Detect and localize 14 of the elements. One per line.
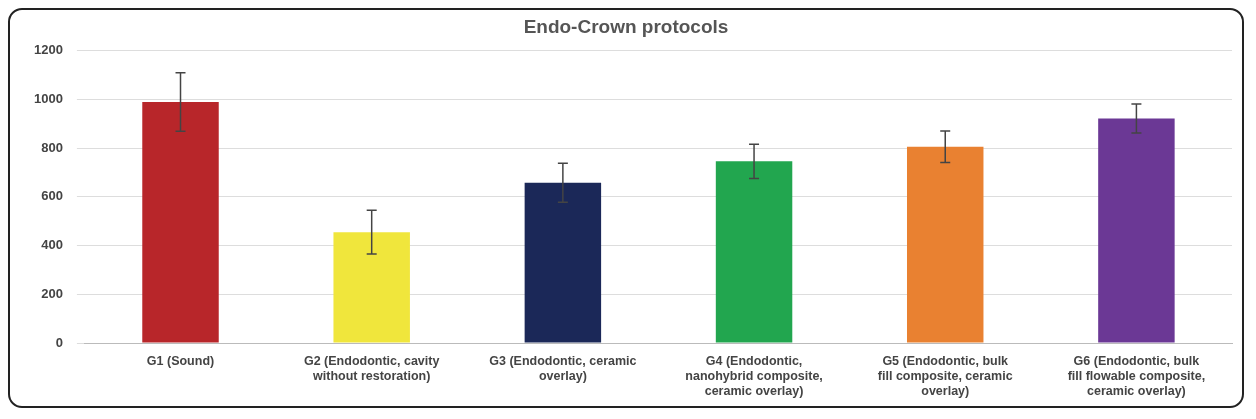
x-tick-label: G2 (Endodontic, cavity without restoration) <box>303 353 440 383</box>
x-tick-label: G3 (Endodontic, ceramic overlay) <box>489 353 637 383</box>
y-tick-label: 400 <box>41 237 63 253</box>
y-tick-label: 600 <box>41 188 63 204</box>
chart-title: Endo-Crown protocols <box>523 15 729 37</box>
y-tick-label: 800 <box>41 139 63 155</box>
x-tick-label: G5 (Endodontic, bulk fill composite, ceramic overlay) <box>877 353 1013 398</box>
y-tick-label: 1200 <box>34 42 63 58</box>
y-tick-label: 1000 <box>34 91 63 107</box>
x-tick-label: G1 (Sound) <box>146 353 215 368</box>
y-tick-label: 200 <box>41 285 63 301</box>
y-tick-label: 0 <box>55 334 63 350</box>
x-tick-label: G6 (Endodontic, bulk fill flowable composite, ceramic overlay) <box>1067 353 1206 398</box>
x-tick-label: G4 (Endodontic, nanohybrid composite, ceramic overlay) <box>685 353 823 398</box>
